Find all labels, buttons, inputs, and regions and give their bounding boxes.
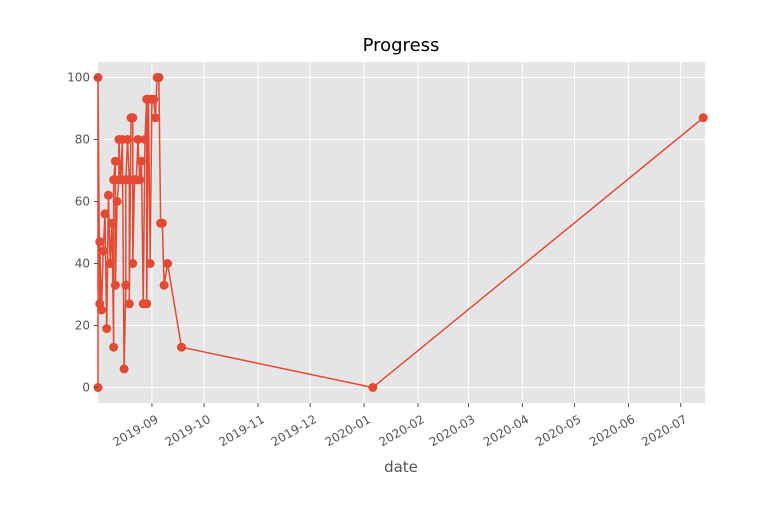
data-point [128,259,138,268]
data-point [159,280,169,290]
y-axis: 0 20 40 60 80 100 [67,71,98,395]
data-point [100,209,110,219]
data-point [96,305,106,315]
data-point [154,73,164,82]
x-tick-label: 2020-01 [323,412,373,449]
x-tick-label: 2019-10 [163,412,213,449]
y-tick-label: 100 [67,71,90,85]
data-point [128,113,138,123]
data-point [163,259,173,268]
data-point [105,259,115,268]
x-tick-label: 2020-05 [533,412,583,449]
y-tick-label: 0 [82,381,90,395]
data-point [102,324,112,334]
data-point [109,342,119,352]
data-point [98,246,108,256]
data-point [698,113,708,123]
data-point [110,280,120,290]
x-tick-label: 2020-03 [427,412,477,449]
data-point [176,342,186,352]
data-point [368,383,378,392]
data-point [123,135,133,144]
plot-area [98,62,705,403]
data-point [107,218,117,228]
data-point [119,364,129,374]
y-tick-label: 60 [75,195,90,209]
chart-title: Progress [363,35,440,56]
data-point [157,218,167,228]
x-axis-label: date [384,458,418,476]
data-point [149,94,159,104]
data-point [145,259,155,268]
data-point [140,135,150,144]
x-tick-label: 2019-09 [110,412,160,449]
y-tick-label: 40 [75,257,90,271]
data-point [150,113,160,123]
x-tick-label: 2020-06 [587,412,637,449]
x-tick-label: 2020-04 [481,412,531,449]
x-tick-label: 2020-02 [376,412,426,449]
x-axis: 2019-09 2019-10 2019-11 2019-12 2020-01 2020-… [110,403,690,449]
gridlines [98,62,705,403]
x-tick-label: 2019-11 [216,412,266,449]
series-layer [93,73,708,392]
data-point [133,135,143,144]
data-point [135,175,145,185]
x-tick-label: 2020-07 [639,412,689,449]
y-tick-label: 20 [75,319,90,333]
y-tick-label: 80 [75,133,90,147]
data-point [110,156,120,166]
data-point [121,280,131,290]
data-point [112,197,122,206]
data-point [103,190,113,200]
data-point [136,156,146,166]
data-point [95,237,105,247]
x-tick-label: 2019-12 [269,412,319,449]
data-point [142,299,152,309]
data-point [124,299,134,309]
